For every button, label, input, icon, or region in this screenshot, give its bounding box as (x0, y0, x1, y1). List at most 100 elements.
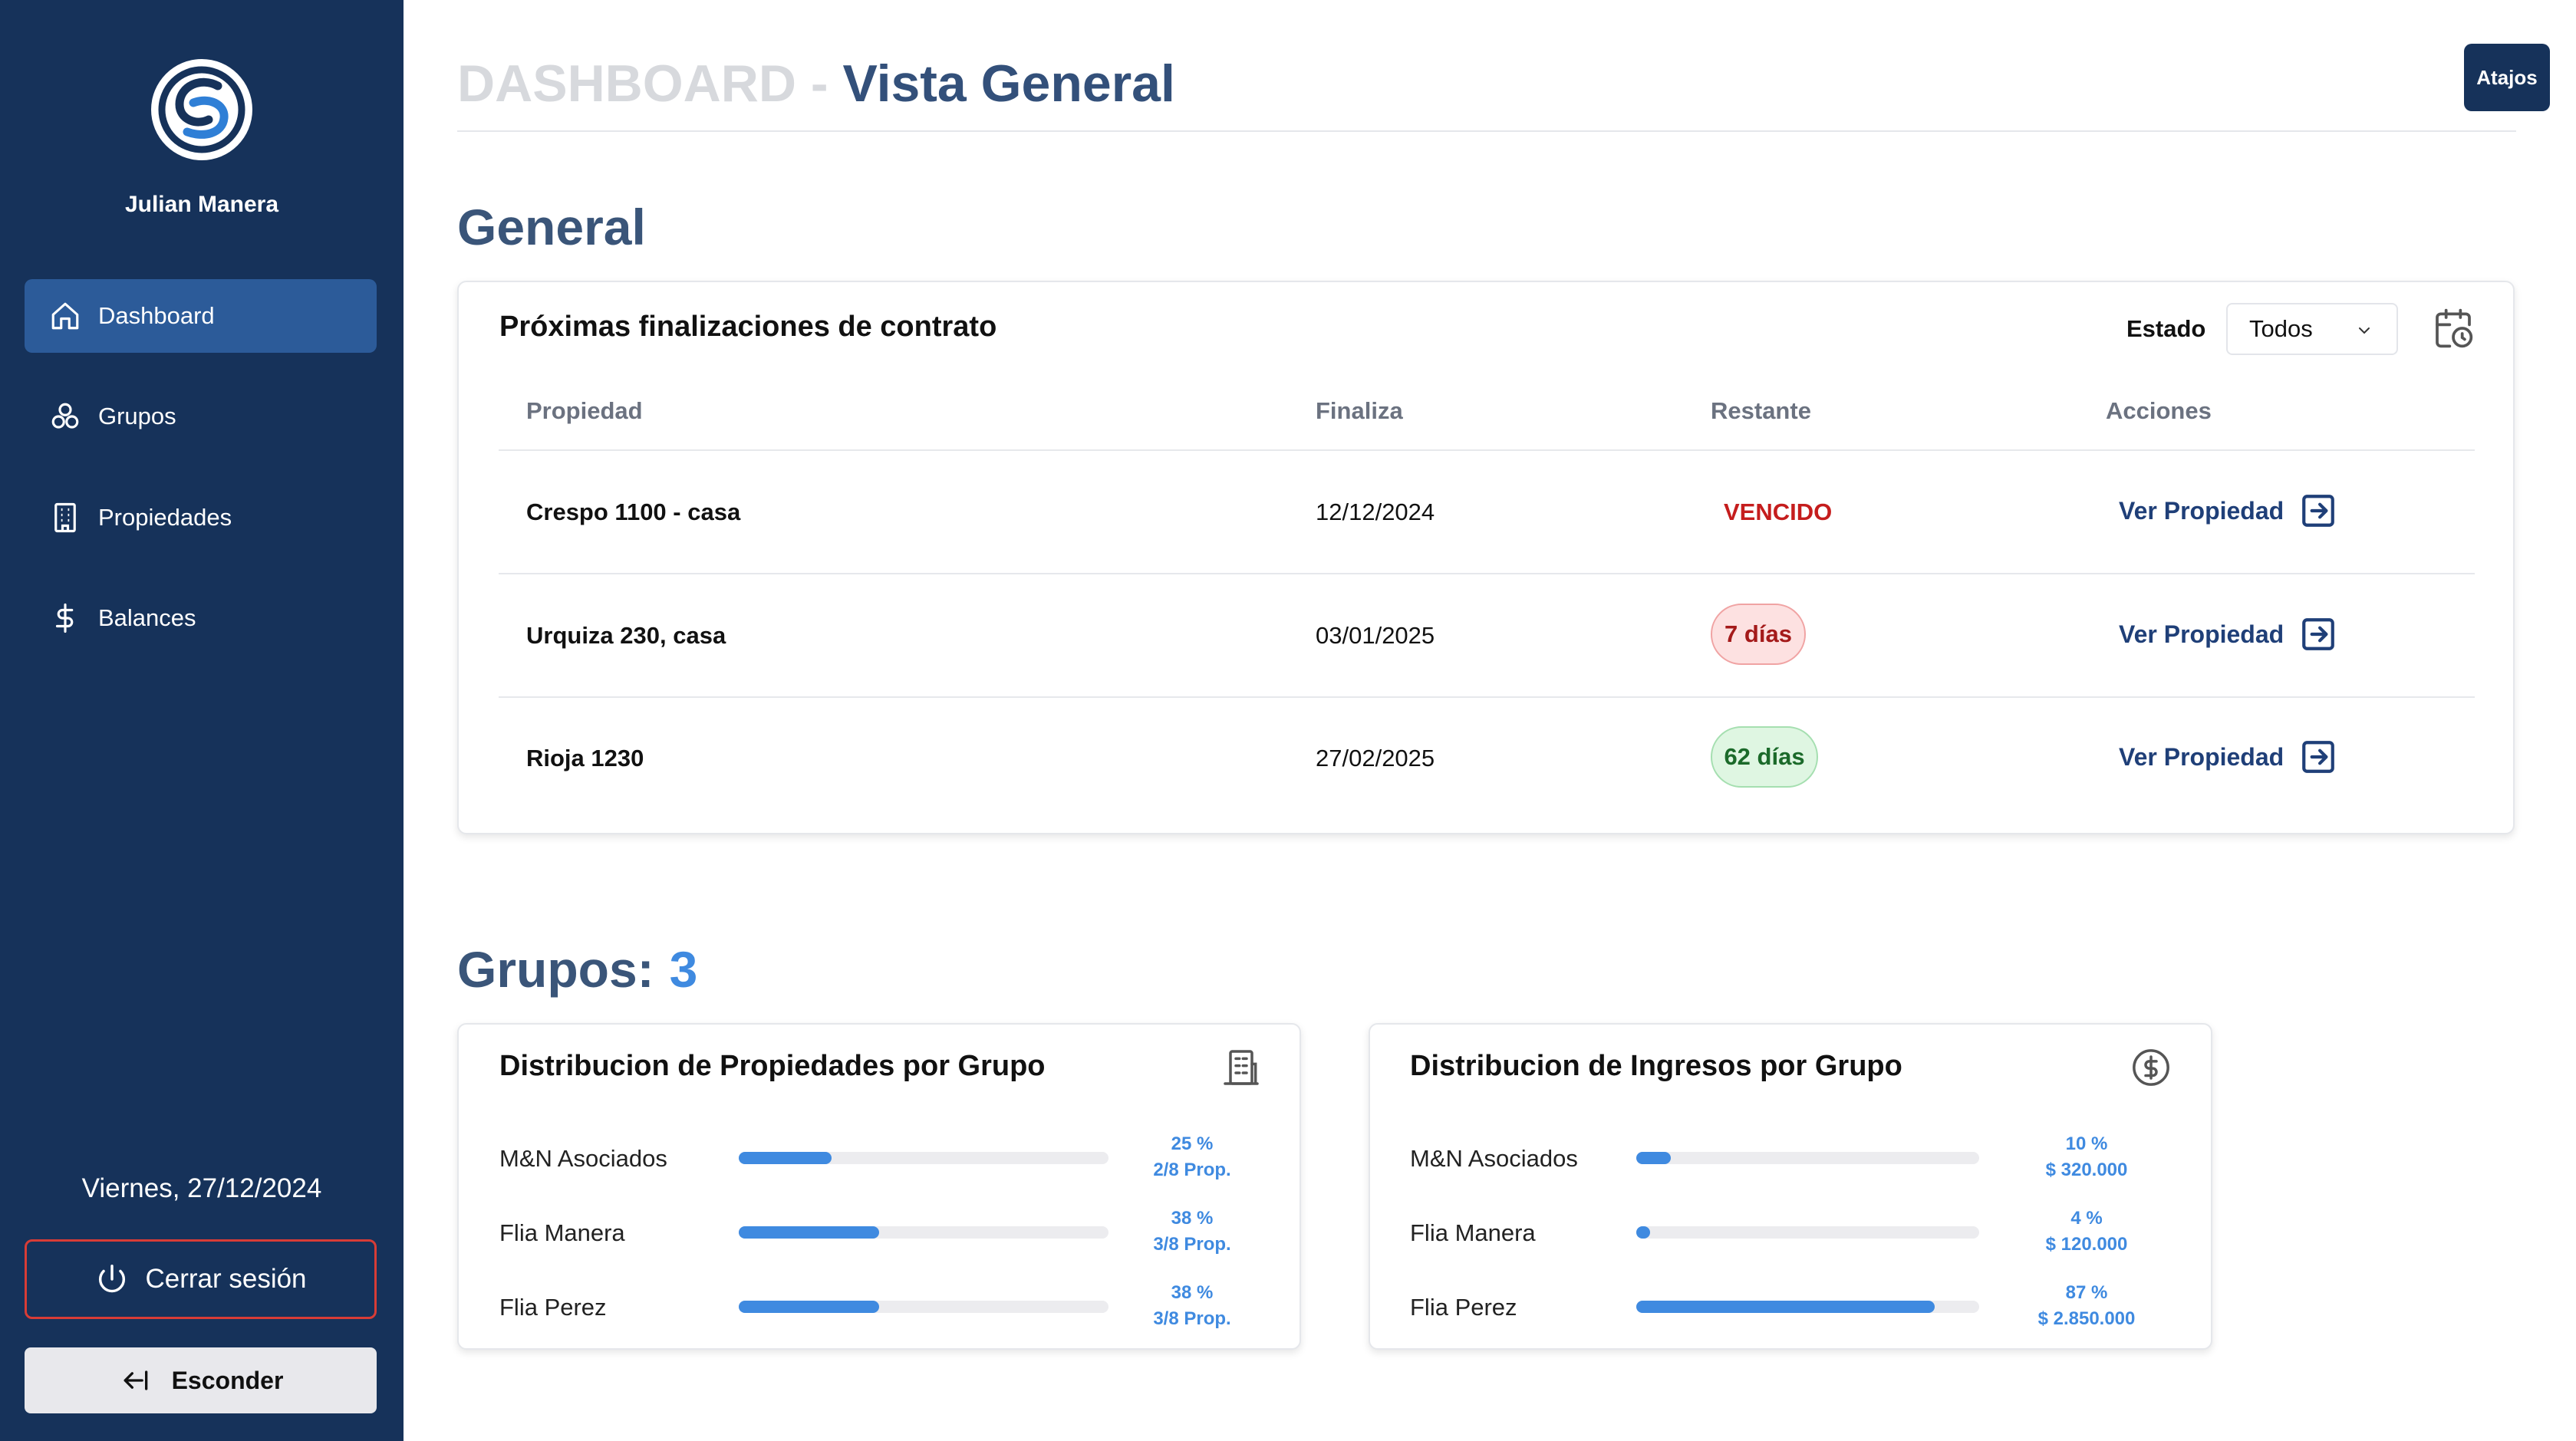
contracts-card-title: Próximas finalizaciones de contrato (499, 311, 997, 343)
ver-propiedad-label: Ver Propiedad (2119, 620, 2284, 648)
row-divider (499, 696, 2475, 698)
sidebar-item-dashboard[interactable]: Dashboard (25, 279, 377, 353)
page-title-prefix: DASHBOARD - (457, 54, 843, 113)
arrow-right-box-icon (2302, 618, 2335, 650)
page-title-main: Vista General (842, 54, 1175, 113)
ver-propiedad-label: Ver Propiedad (2119, 742, 2284, 771)
progress-bar (739, 1152, 1108, 1164)
group-detail: 2/8 Prop. (1153, 1160, 1231, 1180)
progress-bar (739, 1226, 1108, 1239)
group-label: Flia Manera (1410, 1219, 1536, 1246)
estado-select-value: Todos (2249, 315, 2313, 342)
group-detail: 3/8 Prop. (1153, 1308, 1231, 1329)
group-detail: $ 120.000 (2045, 1234, 2128, 1255)
dollar-icon (48, 600, 83, 636)
arrow-right-box-icon (2302, 741, 2335, 773)
sidebar-item-propiedades[interactable]: Propiedades (25, 481, 377, 554)
calendar-clock-icon[interactable] (2432, 307, 2475, 350)
building-icon (48, 500, 83, 535)
column-header-restante: Restante (1711, 397, 1811, 424)
propiedades-distribution-card (457, 1023, 1301, 1350)
group-label: Flia Perez (1410, 1294, 1517, 1321)
estado-label: Estado (2126, 315, 2206, 342)
sidebar-item-label: Balances (98, 604, 196, 631)
chevron-down-icon (2359, 327, 2370, 334)
status-badge-days: 7 días (1711, 604, 1806, 665)
group-detail: 3/8 Prop. (1153, 1234, 1231, 1255)
grupos-section-label: Grupos: (457, 941, 654, 998)
ver-propiedad-link[interactable]: Ver Propiedad (2119, 615, 2337, 653)
table-row-propiedad: Crespo 1100 - casa (526, 498, 741, 525)
ingresos-distribution-card (1369, 1023, 2212, 1350)
logout-button[interactable]: Cerrar sesión (25, 1239, 377, 1319)
arrow-left-bar-icon (124, 1370, 147, 1390)
progress-bar (1636, 1226, 1979, 1239)
contracts-card (457, 281, 2515, 834)
progress-bar-fill (739, 1301, 880, 1313)
grupos-count: 3 (669, 941, 698, 998)
estado-select[interactable]: Todos (2226, 303, 2398, 355)
group-detail: $ 320.000 (2045, 1160, 2128, 1180)
table-row-finaliza: 27/02/2025 (1316, 745, 1435, 771)
group-label: Flia Perez (499, 1294, 607, 1321)
progress-bar-fill (1636, 1152, 1671, 1164)
groups-icon (48, 399, 83, 434)
sidebar-item-grupos[interactable]: Grupos (25, 380, 377, 453)
status-badge-vencido: VENCIDO (1724, 498, 1833, 525)
group-value: 4 % $ 120.000 (1991, 1206, 2182, 1258)
ver-propiedad-label: Ver Propiedad (2119, 496, 2284, 525)
logo-icon (151, 59, 252, 160)
group-label: M&N Asociados (1410, 1145, 1578, 1172)
atajos-button[interactable]: Atajos (2464, 44, 2550, 111)
power-icon (99, 1265, 126, 1293)
header-divider (499, 449, 2475, 451)
sidebar-item-balances[interactable]: Balances (25, 581, 377, 655)
group-label: Flia Manera (499, 1219, 625, 1246)
group-value: 10 % $ 320.000 (1991, 1131, 2182, 1183)
column-header-acciones: Acciones (2106, 397, 2212, 424)
propiedades-card-title: Distribucion de Propiedades por Grupo (499, 1050, 1046, 1082)
group-pct: 25 % (1171, 1133, 1214, 1154)
sidebar-item-label: Grupos (98, 403, 176, 429)
group-value: 25 % 2/8 Prop. (1135, 1131, 1249, 1183)
group-pct: 10 % (2065, 1133, 2108, 1154)
sidebar: Julian Manera Dashboard Grupos Propiedad… (0, 0, 404, 1441)
group-value: 38 % 3/8 Prop. (1135, 1280, 1249, 1332)
current-date: Viernes, 27/12/2024 (81, 1173, 322, 1203)
group-pct: 87 % (2065, 1282, 2108, 1303)
column-header-finaliza: Finaliza (1316, 397, 1403, 424)
hide-sidebar-button[interactable]: Esconder (25, 1347, 377, 1413)
home-icon (48, 298, 83, 334)
group-pct: 38 % (1171, 1208, 1214, 1229)
arrow-right-box-icon (2302, 495, 2335, 527)
group-pct: 4 % (2070, 1208, 2103, 1229)
ver-propiedad-link[interactable]: Ver Propiedad (2119, 738, 2337, 776)
column-header-propiedad: Propiedad (526, 397, 643, 424)
progress-bar-fill (739, 1152, 832, 1164)
group-label: M&N Asociados (499, 1145, 667, 1172)
user-name: Julian Manera (124, 192, 279, 217)
sidebar-item-label: Dashboard (98, 302, 215, 329)
ingresos-card-title: Distribucion de Ingresos por Grupo (1410, 1050, 1902, 1082)
progress-bar-fill (739, 1226, 880, 1239)
progress-bar-fill (1636, 1226, 1650, 1239)
progress-bar (1636, 1152, 1979, 1164)
group-detail: $ 2.850.000 (2037, 1308, 2136, 1329)
table-row-finaliza: 12/12/2024 (1316, 498, 1435, 525)
sidebar-item-label: Propiedades (98, 504, 232, 531)
ver-propiedad-link[interactable]: Ver Propiedad (2119, 492, 2337, 530)
group-pct: 38 % (1171, 1282, 1214, 1303)
group-value: 38 % 3/8 Prop. (1135, 1206, 1249, 1258)
status-badge-days: 62 días (1711, 726, 1818, 788)
dollar-circle-icon (2133, 1049, 2169, 1086)
hide-label: Esconder (171, 1366, 284, 1394)
group-value: 87 % $ 2.850.000 (1991, 1280, 2182, 1332)
logout-label: Cerrar sesión (145, 1264, 307, 1294)
progress-bar (739, 1301, 1108, 1313)
table-row-finaliza: 03/01/2025 (1316, 622, 1435, 649)
progress-bar (1636, 1301, 1979, 1313)
progress-bar-fill (1636, 1301, 1935, 1313)
general-section-title: General (457, 199, 646, 255)
building-icon (1224, 1050, 1259, 1085)
